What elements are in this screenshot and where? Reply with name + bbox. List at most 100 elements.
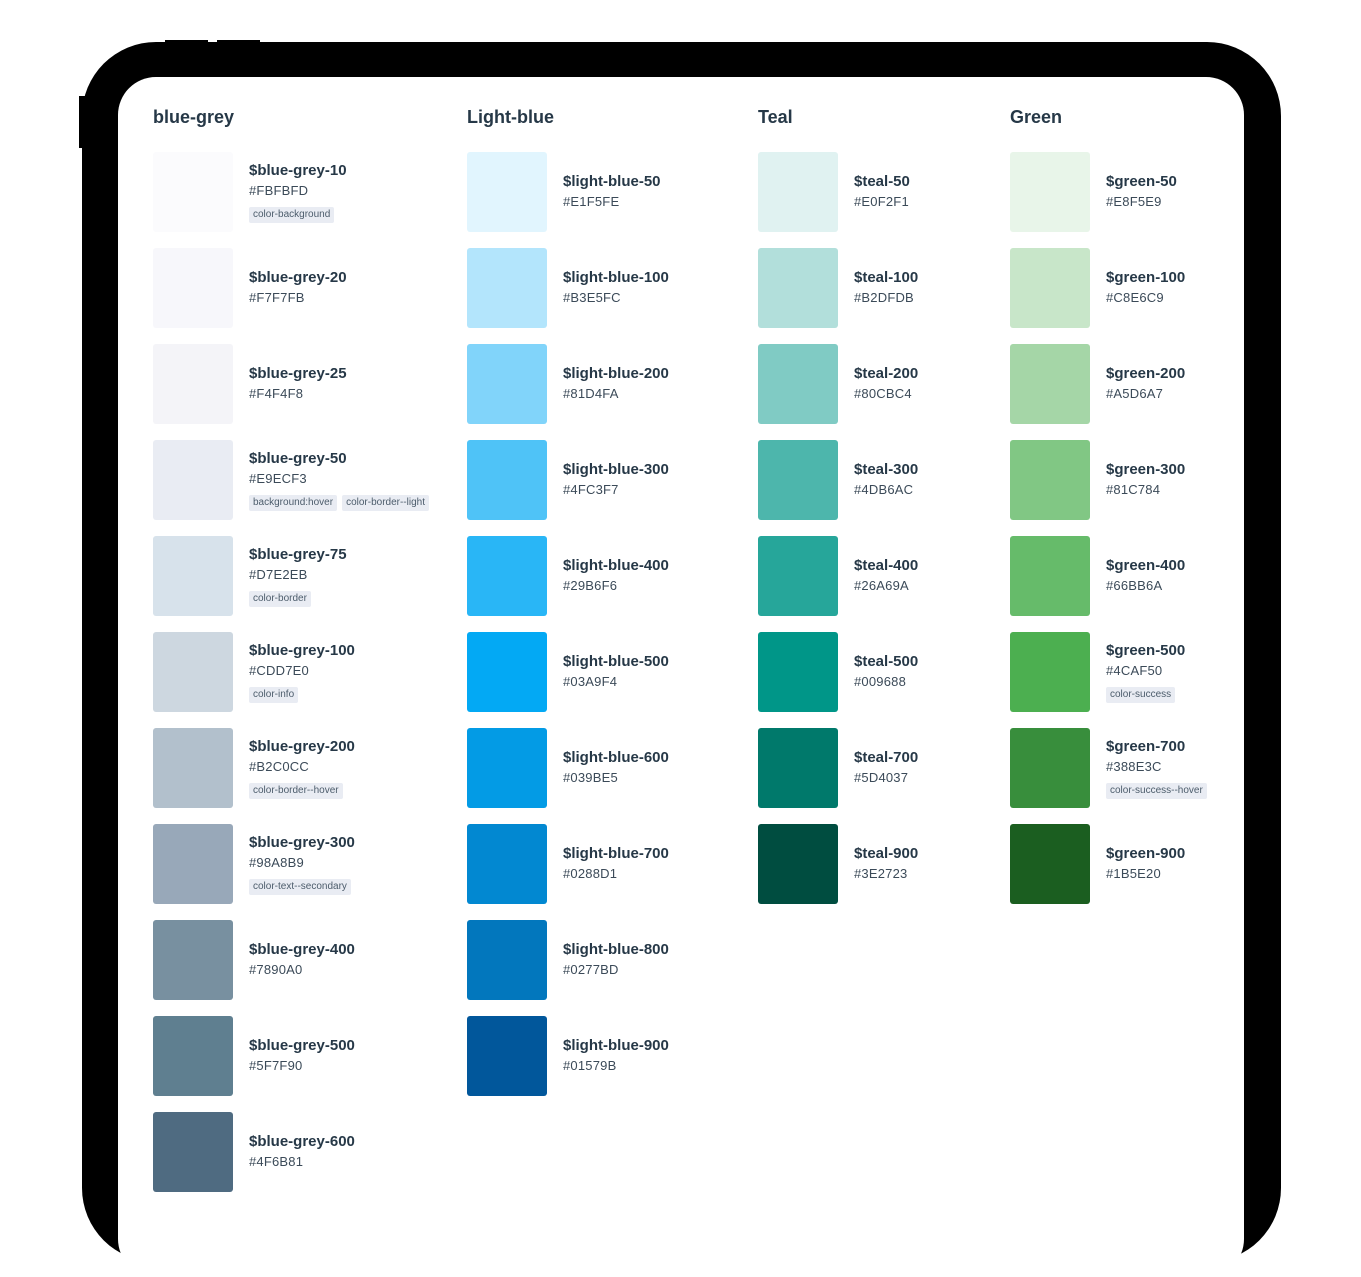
color-swatch[interactable] — [467, 536, 547, 616]
swatch-item[interactable]: $blue-grey-500 #5F7F90 — [153, 1016, 473, 1096]
color-swatch[interactable] — [758, 632, 838, 712]
color-swatch[interactable] — [758, 344, 838, 424]
token-name: $blue-grey-10 — [249, 162, 347, 179]
token-name: $light-blue-300 — [563, 461, 669, 478]
swatch-item[interactable]: $blue-grey-20 #F7F7FB — [153, 248, 473, 328]
swatch-item[interactable]: $teal-100 #B2DFDB — [758, 248, 1078, 328]
token-name: $teal-100 — [854, 269, 919, 286]
color-swatch[interactable] — [1010, 632, 1090, 712]
hex-value: #D7E2EB — [249, 567, 308, 582]
color-swatch[interactable] — [153, 1112, 233, 1192]
color-swatch[interactable] — [153, 248, 233, 328]
color-swatch[interactable] — [758, 824, 838, 904]
color-swatch[interactable] — [1010, 824, 1090, 904]
swatch-info: $light-blue-400 #29B6F6 — [563, 536, 669, 616]
swatch-item[interactable]: $teal-50 #E0F2F1 — [758, 152, 1078, 232]
swatch-item[interactable]: $green-900 #1B5E20 — [1010, 824, 1244, 904]
swatch-item[interactable]: $blue-grey-300 #98A8B9 color-text--seconda… — [153, 824, 473, 904]
swatch-item[interactable]: $blue-grey-400 #7890A0 — [153, 920, 473, 1000]
hex-value: #4F6B81 — [249, 1154, 304, 1169]
swatch-info: $blue-grey-100 #CDD7E0 color-info — [249, 632, 355, 712]
hex-value: #4FC3F7 — [563, 482, 619, 497]
hex-value: #0277BD — [563, 962, 619, 977]
color-swatch[interactable] — [153, 440, 233, 520]
swatch-item[interactable]: $teal-900 #3E2723 — [758, 824, 1078, 904]
tag-list: background:hover color-border--light — [249, 495, 429, 511]
color-swatch[interactable] — [467, 632, 547, 712]
color-swatch[interactable] — [153, 728, 233, 808]
device-top-button — [165, 40, 208, 46]
hex-value: #03A9F4 — [563, 674, 618, 689]
color-swatch[interactable] — [1010, 440, 1090, 520]
color-swatch[interactable] — [467, 920, 547, 1000]
swatch-item[interactable]: $green-400 #66BB6A — [1010, 536, 1244, 616]
hex-value: #5D4037 — [854, 770, 909, 785]
swatch-item[interactable]: $green-700 #388E3C color-success--hover — [1010, 728, 1244, 808]
swatch-item[interactable]: $light-blue-600 #039BE5 — [467, 728, 787, 808]
token-name: $blue-grey-25 — [249, 365, 347, 382]
color-swatch[interactable] — [1010, 152, 1090, 232]
color-swatch[interactable] — [467, 344, 547, 424]
swatch-item[interactable]: $teal-700 #5D4037 — [758, 728, 1078, 808]
swatch-item[interactable]: $light-blue-100 #B3E5FC — [467, 248, 787, 328]
color-swatch[interactable] — [1010, 728, 1090, 808]
device-top-button — [217, 40, 260, 46]
swatch-item[interactable]: $light-blue-700 #0288D1 — [467, 824, 787, 904]
column-title: Green — [1010, 107, 1063, 127]
color-swatch[interactable] — [467, 152, 547, 232]
usage-tag: color-info — [249, 687, 299, 703]
color-swatch[interactable] — [153, 344, 233, 424]
swatch-item[interactable]: $green-100 #C8E6C9 — [1010, 248, 1244, 328]
color-swatch[interactable] — [467, 440, 547, 520]
color-swatch[interactable] — [1010, 536, 1090, 616]
color-swatch[interactable] — [467, 248, 547, 328]
color-swatch[interactable] — [758, 248, 838, 328]
tag-list: color-text--secondary — [249, 879, 355, 895]
token-name: $light-blue-700 — [563, 845, 669, 862]
hex-value: #E0F2F1 — [854, 194, 909, 209]
color-swatch[interactable] — [758, 152, 838, 232]
color-swatch[interactable] — [1010, 344, 1090, 424]
swatch-item[interactable]: $green-200 #A5D6A7 — [1010, 344, 1244, 424]
token-name: $blue-grey-50 — [249, 450, 347, 467]
swatch-item[interactable]: $teal-300 #4DB6AC — [758, 440, 1078, 520]
swatch-item[interactable]: $light-blue-400 #29B6F6 — [467, 536, 787, 616]
swatch-item[interactable]: $blue-grey-25 #F4F4F8 — [153, 344, 473, 424]
swatch-item[interactable]: $teal-500 #009688 — [758, 632, 1078, 712]
usage-tag: color-border--hover — [249, 783, 343, 799]
color-swatch[interactable] — [153, 920, 233, 1000]
swatch-item[interactable]: $light-blue-900 #01579B — [467, 1016, 787, 1096]
swatch-item[interactable]: $blue-grey-100 #CDD7E0 color-info — [153, 632, 473, 712]
color-swatch[interactable] — [467, 728, 547, 808]
swatch-info: $blue-grey-20 #F7F7FB — [249, 248, 347, 328]
swatch-item[interactable]: $green-300 #81C784 — [1010, 440, 1244, 520]
color-swatch[interactable] — [467, 824, 547, 904]
color-swatch[interactable] — [758, 440, 838, 520]
swatch-item[interactable]: $blue-grey-10 #FBFBFD color-background — [153, 152, 473, 232]
hex-value: #81D4FA — [563, 386, 619, 401]
color-swatch[interactable] — [1010, 248, 1090, 328]
color-swatch[interactable] — [153, 632, 233, 712]
swatch-item[interactable]: $blue-grey-200 #B2C0CC color-border--hover — [153, 728, 473, 808]
hex-value: #FBFBFD — [249, 183, 309, 198]
swatch-item[interactable]: $teal-200 #80CBC4 — [758, 344, 1078, 424]
color-swatch[interactable] — [758, 536, 838, 616]
swatch-item[interactable]: $light-blue-800 #0277BD — [467, 920, 787, 1000]
color-swatch[interactable] — [153, 824, 233, 904]
swatch-item[interactable]: $teal-400 #26A69A — [758, 536, 1078, 616]
swatch-item[interactable]: $blue-grey-75 #D7E2EB color-border — [153, 536, 473, 616]
color-swatch[interactable] — [153, 536, 233, 616]
swatch-item[interactable]: $light-blue-500 #03A9F4 — [467, 632, 787, 712]
color-swatch[interactable] — [467, 1016, 547, 1096]
color-swatch[interactable] — [153, 152, 233, 232]
swatch-item[interactable]: $light-blue-200 #81D4FA — [467, 344, 787, 424]
swatch-item[interactable]: $light-blue-300 #4FC3F7 — [467, 440, 787, 520]
color-swatch[interactable] — [153, 1016, 233, 1096]
swatch-item[interactable]: $green-50 #E8F5E9 — [1010, 152, 1244, 232]
swatch-info: $green-50 #E8F5E9 — [1106, 152, 1177, 232]
swatch-item[interactable]: $light-blue-50 #E1F5FE — [467, 152, 787, 232]
swatch-item[interactable]: $blue-grey-600 #4F6B81 — [153, 1112, 473, 1192]
color-swatch[interactable] — [758, 728, 838, 808]
swatch-item[interactable]: $green-500 #4CAF50 color-success — [1010, 632, 1244, 712]
swatch-item[interactable]: $blue-grey-50 #E9ECF3 background:hover colo… — [153, 440, 473, 520]
